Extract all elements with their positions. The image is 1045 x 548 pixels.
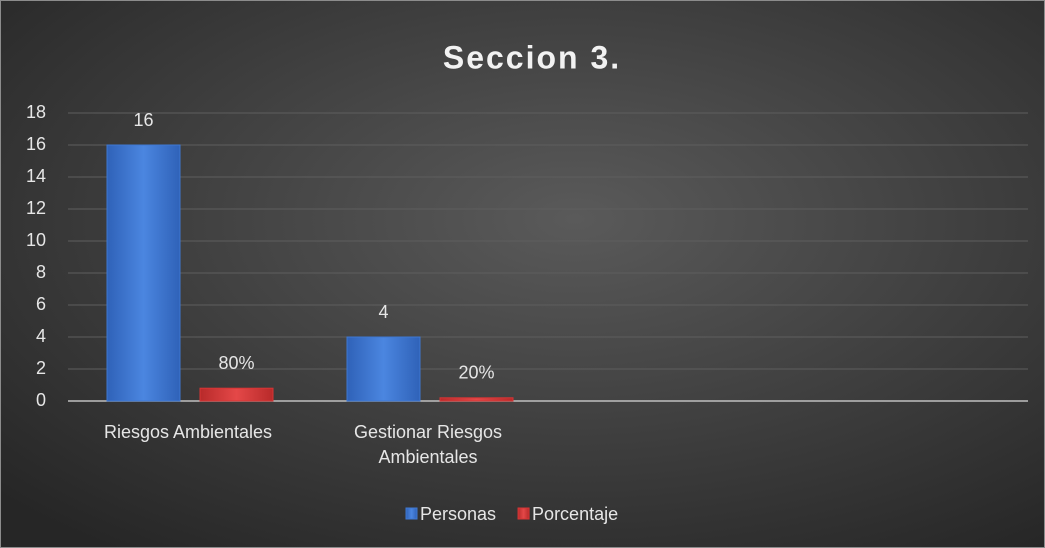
y-tick-label: 10	[26, 230, 46, 250]
chart-title: Seccion 3.	[443, 39, 621, 75]
y-tick-label: 2	[36, 358, 46, 378]
y-tick-label: 6	[36, 294, 46, 314]
legend-label: Porcentaje	[532, 504, 618, 524]
legend-marker	[517, 507, 530, 520]
y-tick-label: 18	[26, 102, 46, 122]
y-tick-label: 12	[26, 198, 46, 218]
bar	[106, 144, 181, 402]
x-tick-label: Gestionar Riesgos Ambientales	[354, 422, 502, 467]
data-label: 20%	[458, 363, 494, 383]
data-label: 80%	[218, 353, 254, 373]
data-label: 4	[378, 302, 388, 322]
x-tick-label: Riesgos Ambientales	[104, 422, 272, 442]
bar	[346, 336, 421, 402]
legend: Personas Porcentaje	[405, 504, 618, 524]
legend-label: Personas	[420, 504, 496, 524]
bar	[199, 387, 274, 402]
y-tick-label: 16	[26, 134, 46, 154]
legend-marker	[405, 507, 418, 520]
y-tick-label: 8	[36, 262, 46, 282]
y-tick-label: 0	[36, 390, 46, 410]
data-label: 16	[133, 110, 153, 130]
y-tick-label: 4	[36, 326, 46, 346]
bar	[439, 397, 514, 402]
y-tick-label: 14	[26, 166, 46, 186]
